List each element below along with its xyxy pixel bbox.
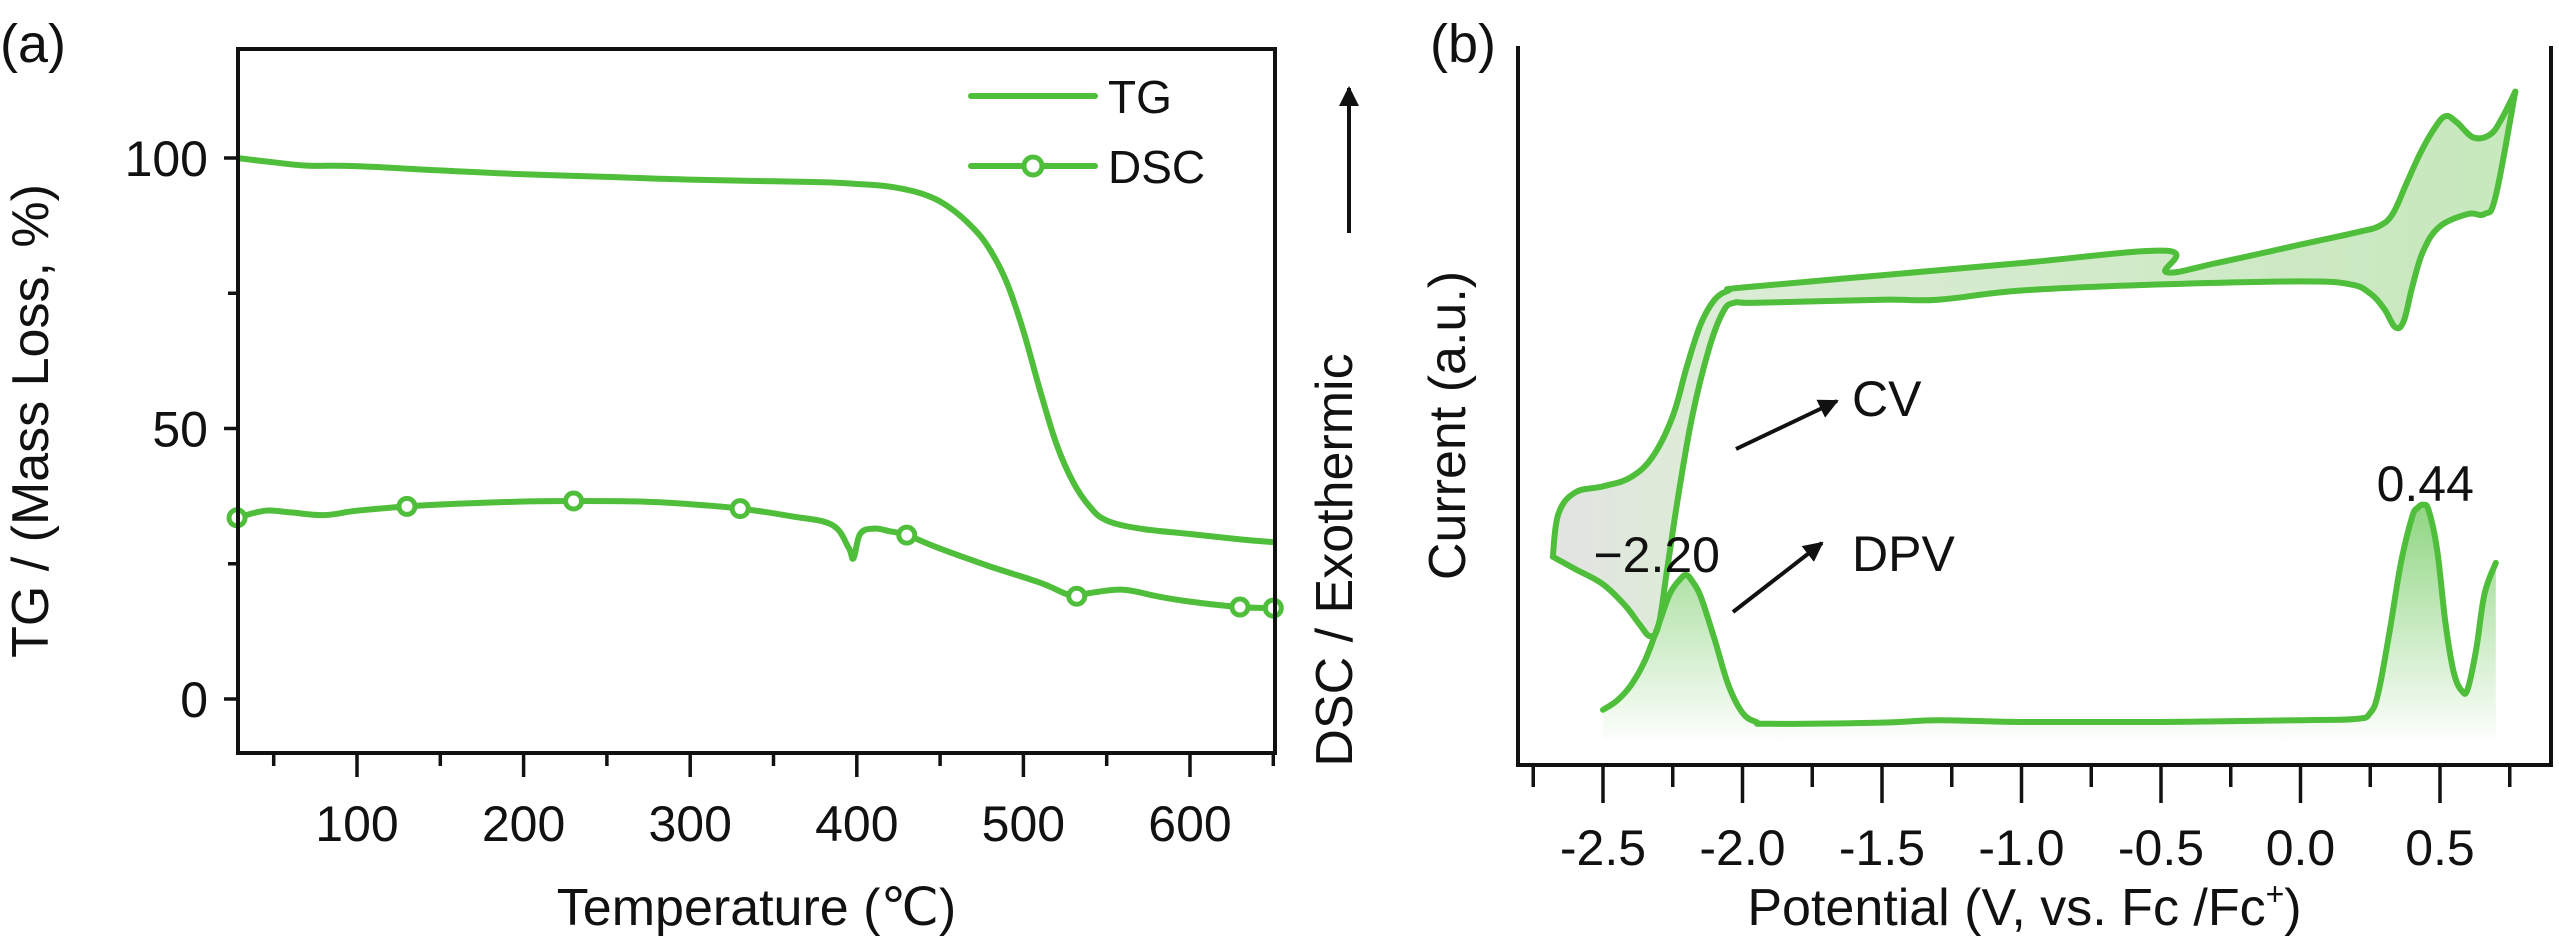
panel-b-label: (b) (1430, 14, 1496, 74)
x-tick-label: -0.5 (2118, 820, 2204, 876)
y-tick-label: 50 (152, 402, 208, 458)
x-tick-label: -2.0 (1699, 820, 1785, 876)
x-tick-label: 100 (315, 796, 398, 852)
panel-b-frame (1516, 46, 2553, 767)
legend-item-dsc: DSC (968, 141, 1205, 193)
peak-label-0-44: 0.44 (2377, 456, 2474, 512)
legend: TG DSC (968, 71, 1205, 193)
series-line-tg (238, 155, 1275, 546)
x-tick-label: 400 (815, 796, 898, 852)
peak-label-minus-2-20: −2.20 (1593, 527, 1720, 583)
x-tick-label: -1.5 (1839, 820, 1925, 876)
panel-b-x-axis-title-main: Potential (V, vs. Fc /Fc (1747, 879, 2265, 937)
panel-b-x-ticks: -2.5 -2.0 -1.5 -1.0 -0.5 0.0 0.5 (1531, 765, 2512, 876)
legend-open-circle-marker-icon (1021, 154, 1045, 178)
x-tick-label: -2.5 (1560, 820, 1646, 876)
data-marker-dsc (896, 524, 918, 546)
panel-a-series (226, 155, 1284, 619)
legend-label-tg: TG (1108, 71, 1172, 123)
panel-a-right-axis-title: DSC / Exothermic (1306, 353, 1364, 766)
x-tick-label: -1.0 (1978, 820, 2064, 876)
x-tick-label: 500 (982, 796, 1065, 852)
y-tick-label: 0 (180, 672, 208, 728)
data-marker-dsc (563, 490, 585, 512)
panel-a-y-axis-title: TG / (Mass Loss, %) (2, 184, 60, 658)
legend-item-tg: TG (968, 71, 1172, 123)
panel-b-y-axis-title: Current (a.u.) (1419, 271, 1477, 580)
x-tick-label: 0.5 (2405, 820, 2475, 876)
panel-a: (a) 100 200 300 400 500 600 0 50 100 Temperatur… (0, 14, 1364, 937)
y-tick-label: 100 (125, 131, 208, 187)
panel-a-x-axis-title: Temperature (℃) (557, 879, 956, 937)
dpv-arrow-icon (1731, 541, 1824, 614)
data-marker-dsc (1066, 585, 1088, 607)
panel-a-label: (a) (0, 14, 66, 74)
dpv-area-fill (1603, 504, 2496, 741)
data-marker-dsc (729, 498, 751, 520)
panel-b-annotations: CV DPV −2.20 0.44 (1593, 371, 2474, 614)
x-tick-label: 600 (1148, 796, 1231, 852)
panel-a-frame (236, 47, 1277, 755)
x-tick-label: 200 (482, 796, 565, 852)
panel-b-x-axis-title-end: ) (2284, 879, 2301, 937)
series-line-dsc (238, 498, 1275, 612)
legend-label-dsc: DSC (1108, 141, 1205, 193)
cv-loop-fill (1552, 91, 2516, 637)
panel-a-y-ticks: 0 50 100 (125, 131, 238, 728)
panel-b-x-axis-title: Potential (V, vs. Fc /Fc+) (1747, 876, 2301, 937)
series-line-cv-forward (1549, 88, 2519, 560)
cv-annotation: CV (1852, 371, 1922, 427)
panel-b-x-axis-title-sup: + (2266, 876, 2285, 912)
dpv-annotation: DPV (1852, 526, 1955, 582)
data-marker-dsc (396, 495, 418, 517)
series-line-dpv (1600, 501, 2499, 727)
data-marker-dsc (1229, 596, 1251, 618)
panel-b: (b) -2.5 -2.0 -1.5 -1.0 -0.5 0.0 0.5 Potential… (1419, 14, 2553, 937)
panel-b-series (1549, 88, 2519, 741)
cv-arrow-icon (1735, 399, 1839, 451)
x-tick-label: 300 (648, 796, 731, 852)
x-tick-label: 0.0 (2266, 820, 2336, 876)
panel-a-x-ticks: 100 200 300 400 500 600 (271, 753, 1276, 852)
